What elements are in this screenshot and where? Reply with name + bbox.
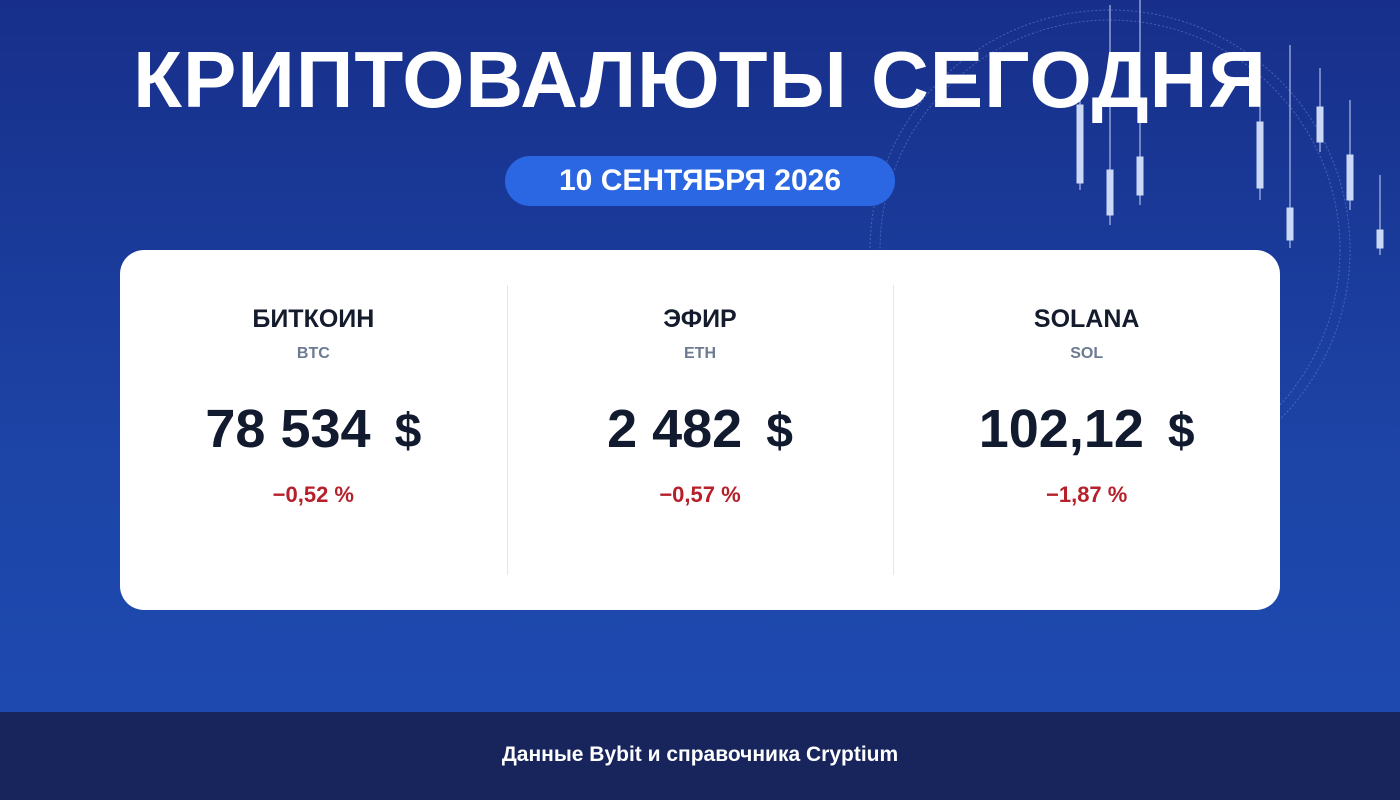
footer: Данные Bybit и справочника Cryptium xyxy=(0,712,1400,800)
coin-price: 2 482 $ xyxy=(507,398,894,460)
coin-ticker: SOL xyxy=(1070,345,1104,362)
coin-name: ЭФИР xyxy=(663,305,737,333)
coin: ЭФИР ETH 2 482 $ −0,57 % xyxy=(506,250,894,610)
coin-price: 78 534 $ xyxy=(120,398,507,460)
coin: БИТКОИН BTC 78 534 $ −0,52 % xyxy=(120,250,507,610)
currency: $ xyxy=(394,405,422,458)
title: КРИПТОВАЛЮТЫ СЕГОДНЯ xyxy=(133,35,1267,124)
price-value: 102,12 xyxy=(978,399,1144,459)
price-value: 2 482 xyxy=(607,399,743,459)
coin-change: −0,57 % xyxy=(659,482,741,507)
price-value: 78 534 xyxy=(205,399,371,459)
currency: $ xyxy=(766,405,793,458)
date: 10 СЕНТЯБРЯ 2026 xyxy=(505,156,895,206)
coin-ticker: ETH xyxy=(684,345,716,362)
coin-name: БИТКОИН xyxy=(252,305,375,333)
coin-change: −1,87 % xyxy=(1046,482,1128,507)
currency: $ xyxy=(1167,405,1195,458)
coin-ticker: BTC xyxy=(296,345,330,362)
candles xyxy=(1076,0,1384,255)
coin-change: −0,52 % xyxy=(272,482,354,507)
coin-name: SOLANA xyxy=(1033,305,1140,333)
price-card: БИТКОИН BTC 78 534 $ −0,52 % ЭФИР ETH 2 4… xyxy=(120,250,1280,610)
coin: SOLANA SOL 102,12 $ −1,87 % xyxy=(893,250,1280,610)
coin-price: 102,12 $ xyxy=(893,398,1280,460)
